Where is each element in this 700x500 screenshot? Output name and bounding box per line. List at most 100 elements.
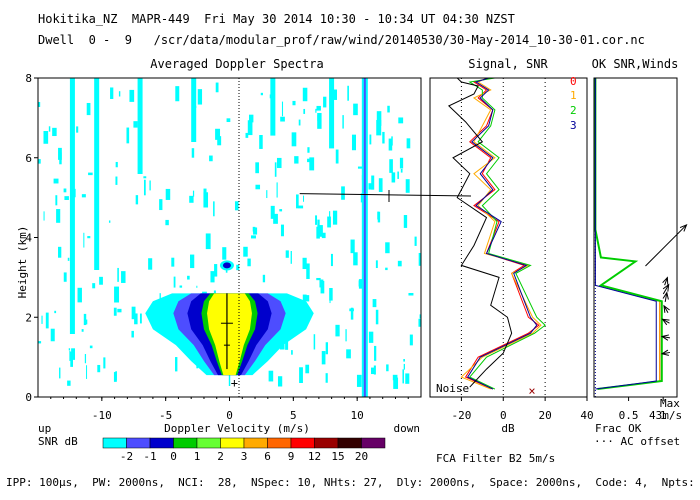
spectra-xtick-label: -10 <box>92 409 112 422</box>
noise-speck <box>129 89 135 102</box>
noise-speck <box>247 258 251 267</box>
noise-speck <box>369 134 372 145</box>
noise-speck <box>316 277 321 281</box>
noise-speck <box>307 158 311 163</box>
noise-speck <box>392 374 398 381</box>
spectra-xtick-label: 10 <box>351 409 364 422</box>
noise-speck <box>291 132 297 147</box>
noise-speck <box>243 246 248 257</box>
noise-speck <box>305 364 310 374</box>
noise-speck <box>222 247 227 260</box>
noise-speck <box>43 131 49 144</box>
spectra-plot-area: + <box>38 78 421 397</box>
noise-speck <box>319 225 323 237</box>
noise-speck <box>81 194 86 198</box>
first-moment-marker: + <box>231 376 238 390</box>
noise-speck <box>214 264 218 277</box>
noise-speck <box>121 271 126 283</box>
ok-xtick-label: 0.5 <box>619 409 639 422</box>
colorbar-tick-label: -1 <box>143 450 156 463</box>
noise-speck <box>175 357 178 372</box>
clutter-streak <box>69 78 75 334</box>
noise-speck <box>285 250 289 258</box>
noise-speck <box>175 86 180 102</box>
noise-speck <box>54 310 57 314</box>
noise-speck <box>110 87 114 99</box>
noise-speck <box>76 126 79 133</box>
noise-speck <box>403 215 408 228</box>
signal-xtick-label: 40 <box>580 409 593 422</box>
signal-axes: -20 0 20 40 <box>451 397 594 422</box>
upper-echo-inner <box>222 262 231 269</box>
noise-speck <box>117 267 119 282</box>
noise-speck <box>409 334 413 346</box>
max-speed-value: 43m/s <box>649 409 682 422</box>
noise-speck <box>327 216 331 228</box>
noise-speck <box>210 271 215 283</box>
noise-speck <box>371 367 376 375</box>
noise-speck <box>302 257 307 270</box>
noise-speck <box>126 127 130 144</box>
noise-speck <box>159 199 163 211</box>
noise-speck <box>143 176 147 179</box>
wind-arrow-head <box>662 276 669 285</box>
noise-speck <box>68 348 71 351</box>
noise-speck <box>357 166 363 169</box>
colorbar-swatch <box>149 437 174 449</box>
noise-speck <box>360 193 363 203</box>
colorbar-tick-label: 9 <box>288 450 295 463</box>
signal-title: Signal, SNR <box>468 57 548 71</box>
colorbar-tick-label: 12 <box>308 450 321 463</box>
noise-speck <box>306 295 310 302</box>
noise-speck <box>43 211 45 221</box>
wind-arrow-shaft <box>662 318 670 324</box>
noise-speck <box>393 377 399 389</box>
ok-axes: 0.5 1 <box>619 397 666 422</box>
noise-speck <box>405 373 410 384</box>
noise-speck <box>89 345 93 349</box>
noise-speck <box>83 313 87 326</box>
noise-speck <box>299 367 303 383</box>
noise-speck <box>87 236 91 239</box>
noise-speck <box>315 215 318 225</box>
noise-speck <box>88 172 93 176</box>
noise-speck <box>350 307 354 320</box>
noise-speck <box>330 253 333 267</box>
noise-speck <box>215 82 219 93</box>
wind-arrow-shaft <box>664 292 668 303</box>
noise-speck <box>59 367 61 379</box>
wind-arrow-head <box>660 349 669 356</box>
noise-speck <box>349 308 354 312</box>
noise-speck <box>64 196 69 200</box>
signal-frame <box>429 77 588 398</box>
noise-speck <box>97 364 101 373</box>
colorbar-tick-label: 1 <box>194 450 201 463</box>
noise-speck <box>41 315 43 324</box>
legend-0: 0 <box>570 75 577 88</box>
spectra-axes: -10 -5 0 5 10 0 2 4 6 8 <box>25 72 409 422</box>
wind-arrow-shaft <box>664 277 668 286</box>
noise-speck <box>276 182 278 198</box>
spectra-ytick-label: 0 <box>25 391 32 404</box>
ok-frame <box>593 77 678 398</box>
noise-speck <box>159 293 161 301</box>
noise-speck <box>302 294 307 302</box>
colorbar-swatch <box>361 437 386 449</box>
noise-speck <box>346 349 351 359</box>
colorbar-tick-label: -2 <box>120 450 133 463</box>
noise-speck <box>298 205 304 209</box>
noise-speck <box>323 96 327 108</box>
colorbar-swatch <box>267 437 292 449</box>
noise-speck <box>276 157 282 169</box>
noise-speck <box>228 371 231 386</box>
noise-speck <box>351 134 357 151</box>
noise-speck <box>375 309 379 325</box>
signal-x-marker: × <box>528 384 535 398</box>
noise-speck <box>316 105 321 111</box>
frac-ok-label: Frac OK <box>595 422 642 435</box>
noise-speck <box>171 257 175 267</box>
noise-speck <box>67 257 70 261</box>
noise-speck <box>294 156 299 164</box>
noise-speck <box>382 131 385 144</box>
spectra-ytick-label: 2 <box>25 311 32 324</box>
